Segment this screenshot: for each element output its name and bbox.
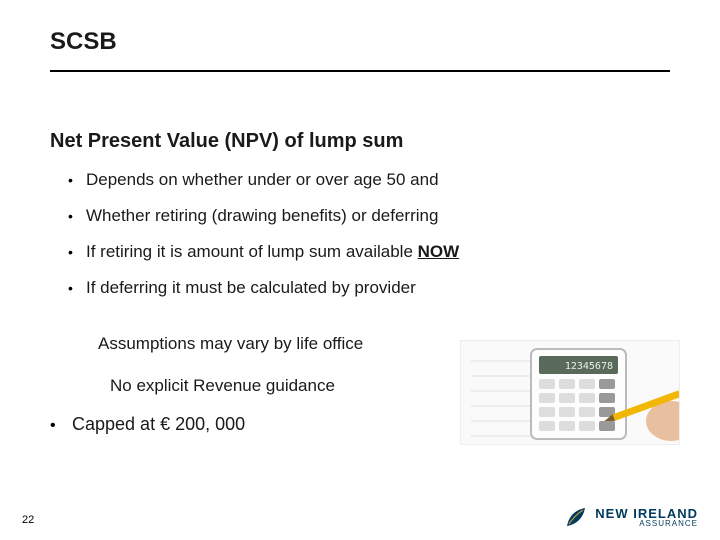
list-item: • Whether retiring (drawing benefits) or… [68,206,670,226]
cap-text: Capped at € 200, 000 [72,414,245,435]
emphasis-now: NOW [418,242,460,261]
list-text-pre: If retiring it is amount of lump sum ava… [86,242,418,261]
svg-text:12345678: 12345678 [565,361,613,372]
list-text: Depends on whether under or over age 50 … [86,170,439,190]
title-rule [50,70,670,72]
list-item: • Depends on whether under or over age 5… [68,170,670,190]
subtitle: Net Present Value (NPV) of lump sum [50,130,403,153]
list-text: If retiring it is amount of lump sum ava… [86,242,459,262]
page-title: SCSB [50,28,117,56]
logo-mark-icon [563,504,589,530]
bullet-dot: • [50,417,72,435]
logo-text: NEW IRELAND ASSURANCE [595,507,698,528]
bullet-list: • Depends on whether under or over age 5… [68,170,670,314]
sub-line: No explicit Revenue guidance [110,376,335,396]
list-item: • If deferring it must be calculated by … [68,278,670,298]
sub-line: Assumptions may vary by life office [98,334,363,354]
brand-logo: NEW IRELAND ASSURANCE [563,504,698,530]
bullet-dot: • [68,281,86,295]
list-item: • If retiring it is amount of lump sum a… [68,242,670,262]
logo-bottom-text: ASSURANCE [595,520,698,528]
list-text: If deferring it must be calculated by pr… [86,278,416,298]
bullet-dot: • [68,173,86,187]
bullet-dot: • [68,209,86,223]
calculator-illustration: 12345678 [460,340,680,445]
list-text: Whether retiring (drawing benefits) or d… [86,206,438,226]
logo-top-text: NEW IRELAND [595,507,698,520]
cap-row: • Capped at € 200, 000 [50,414,245,435]
bullet-dot: • [68,245,86,259]
page-number: 22 [22,514,34,526]
slide: SCSB Net Present Value (NPV) of lump sum… [0,0,720,540]
